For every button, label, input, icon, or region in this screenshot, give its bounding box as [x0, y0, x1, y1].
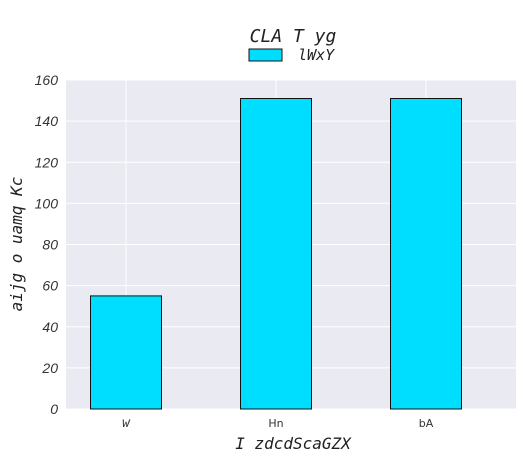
legend-label: lWxY	[298, 46, 335, 64]
x-tick-label: Hn	[268, 417, 283, 430]
y-tick-label: 160	[35, 72, 59, 88]
y-tick-label: 80	[42, 237, 58, 253]
y-tick-label: 100	[35, 195, 59, 211]
x-tick-label: bA	[419, 417, 434, 430]
legend: lWxY	[248, 46, 335, 64]
y-tick-label: 140	[35, 113, 59, 129]
bars	[90, 98, 462, 410]
y-tick-label: 40	[42, 319, 58, 335]
y-tick-label: 120	[35, 154, 59, 170]
chart-title: CLA T yg	[250, 26, 337, 47]
bar-w	[90, 295, 162, 410]
x-tick-labels: w Hn bA	[122, 416, 434, 431]
y-tick-label: 0	[50, 401, 58, 417]
y-tick-label: 20	[41, 360, 58, 376]
y-tick-labels: 0 20 40 60 80 100 120 140 160	[35, 72, 59, 417]
bar-bA	[390, 98, 462, 410]
legend-swatch	[248, 48, 283, 62]
x-tick-label: w	[122, 416, 131, 431]
x-axis-label: I zdcdScaGZX	[235, 434, 352, 453]
y-axis-label: aijg o uamq Kc	[7, 177, 26, 312]
bar-Hn	[240, 98, 312, 410]
y-tick-label: 60	[42, 278, 58, 294]
